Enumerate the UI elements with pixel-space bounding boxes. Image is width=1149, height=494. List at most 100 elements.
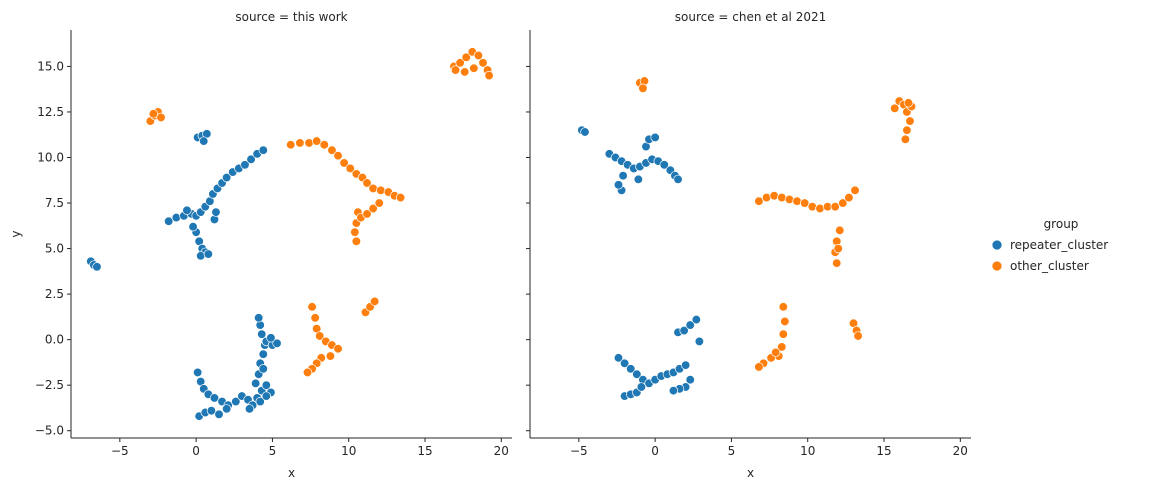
- data-point: [310, 313, 320, 323]
- data-point: [258, 364, 268, 374]
- data-point: [255, 396, 265, 407]
- x-axis-title: x: [288, 466, 295, 480]
- x-tick-label: −5: [111, 444, 129, 458]
- y-tick-label: −2.5: [35, 378, 64, 392]
- data-point: [221, 404, 232, 414]
- data-point: [250, 378, 261, 389]
- data-point: [350, 227, 360, 237]
- data-point: [455, 58, 465, 68]
- data-point: [633, 174, 643, 185]
- x-tick-label: 0: [651, 444, 659, 458]
- data-point: [754, 196, 764, 206]
- y-tick-label: 10.0: [37, 151, 64, 165]
- data-point: [754, 362, 764, 372]
- data-point: [450, 65, 461, 75]
- legend-marker: [991, 239, 1003, 251]
- series-repeater_cluster: [577, 125, 705, 401]
- data-point: [395, 192, 406, 203]
- facet-title: source = chen et al 2021: [675, 10, 826, 24]
- data-point: [231, 396, 241, 407]
- data-point: [258, 349, 268, 359]
- data-point: [761, 192, 772, 203]
- data-point: [838, 198, 848, 208]
- data-point: [905, 116, 915, 126]
- data-point: [694, 336, 705, 347]
- y-tick-label: −5.0: [35, 424, 64, 438]
- data-point: [240, 160, 250, 170]
- x-tick-label: 15: [417, 444, 432, 458]
- data-point: [800, 198, 810, 208]
- data-point: [164, 216, 174, 226]
- data-point: [333, 151, 343, 161]
- data-point: [650, 132, 660, 143]
- data-point: [632, 369, 642, 379]
- data-point: [461, 52, 471, 62]
- x-tick-label: −5: [570, 444, 588, 458]
- y-tick-label: 15.0: [37, 59, 64, 73]
- data-point: [304, 138, 314, 148]
- data-point: [680, 360, 691, 370]
- data-point: [209, 393, 220, 403]
- data-point: [368, 203, 378, 214]
- legend-label: other_cluster: [1010, 259, 1089, 273]
- data-point: [345, 163, 355, 174]
- data-point: [784, 194, 795, 205]
- data-point: [362, 209, 372, 219]
- x-tick-label: 20: [953, 444, 968, 458]
- data-point: [668, 385, 679, 396]
- data-point: [302, 367, 313, 378]
- data-point: [769, 191, 779, 201]
- data-point: [211, 207, 221, 217]
- data-point: [261, 391, 271, 401]
- data-point: [613, 353, 624, 363]
- data-point: [833, 243, 843, 254]
- data-point: [777, 192, 787, 203]
- data-point: [850, 185, 860, 195]
- data-point: [193, 367, 203, 378]
- data-point: [258, 145, 268, 155]
- y-tick-label: 5.0: [45, 242, 64, 256]
- data-point: [92, 262, 102, 272]
- data-point: [618, 171, 628, 181]
- y-axis-title: y: [9, 230, 23, 237]
- data-point: [484, 70, 494, 81]
- data-point: [685, 320, 695, 330]
- data-point: [469, 63, 479, 73]
- data-point: [830, 202, 840, 212]
- data-point: [254, 313, 264, 323]
- data-point: [691, 314, 701, 325]
- data-point: [473, 50, 484, 61]
- data-point: [315, 331, 325, 341]
- x-tick-label: 0: [192, 444, 200, 458]
- data-point: [312, 136, 322, 146]
- data-point: [778, 329, 788, 339]
- data-point: [339, 158, 349, 168]
- data-point: [659, 160, 669, 170]
- data-point: [626, 364, 636, 374]
- x-tick-label: 5: [728, 444, 736, 458]
- data-point: [171, 212, 181, 223]
- legend-marker: [991, 260, 1003, 272]
- data-point: [203, 249, 213, 259]
- data-point: [376, 185, 386, 195]
- data-point: [807, 202, 817, 212]
- data-point: [835, 225, 845, 236]
- x-tick-label: 10: [800, 444, 815, 458]
- series-repeater_cluster: [86, 129, 282, 421]
- series-other_cluster: [635, 76, 917, 372]
- data-point: [261, 380, 271, 390]
- data-point: [214, 409, 224, 419]
- data-point: [199, 136, 209, 146]
- data-point: [333, 344, 343, 354]
- data-point: [478, 58, 488, 68]
- x-tick-label: 5: [269, 444, 277, 458]
- data-point: [460, 67, 470, 77]
- data-point: [246, 154, 256, 164]
- data-point: [272, 338, 282, 348]
- data-point: [580, 127, 590, 137]
- data-point: [244, 404, 255, 414]
- data-point: [374, 198, 384, 208]
- x-tick-label: 15: [876, 444, 891, 458]
- facet-panel-1: source = chen et al 2021 −5 0 5 10 15 20 x: [526, 10, 971, 480]
